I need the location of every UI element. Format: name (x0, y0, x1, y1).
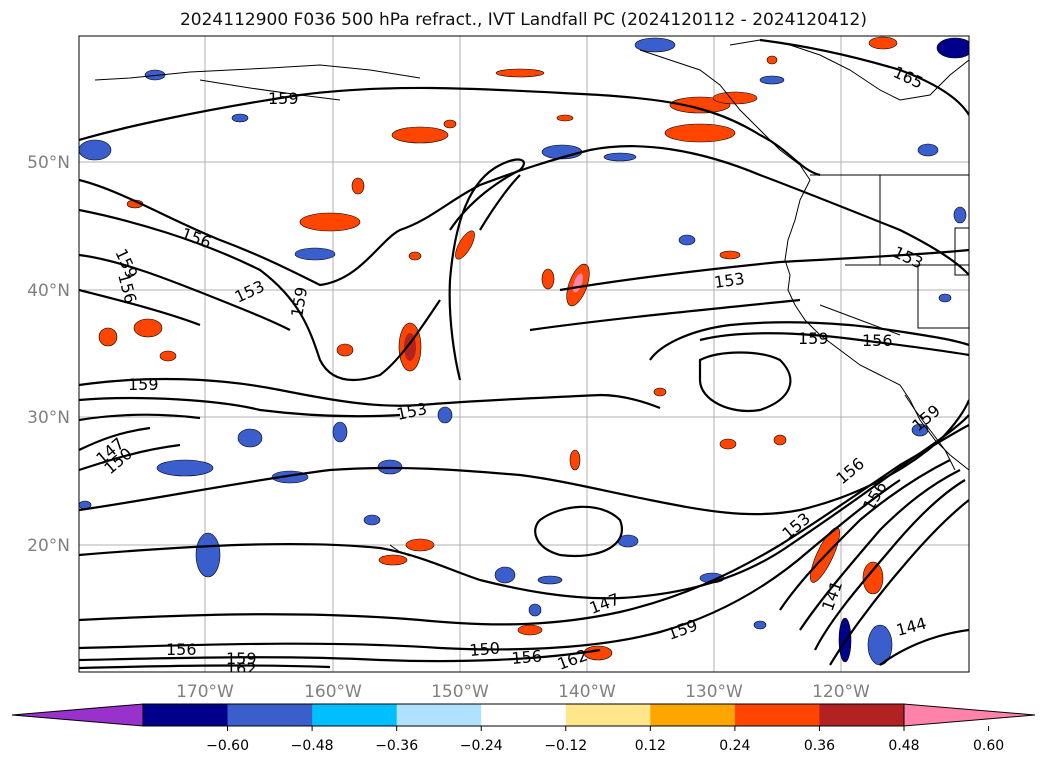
lat-label: 20°N (27, 536, 70, 556)
contour-label: 150 (469, 638, 501, 660)
colorbar-segment (650, 704, 736, 726)
longitude-labels: 170°W 160°W 150°W 140°W 130°W 120°W (176, 682, 870, 702)
colorbar-segment (143, 704, 229, 726)
map-title: 2024112900 F036 500 hPa refract., IVT La… (179, 10, 867, 30)
colorbar-tick-label: 0.24 (719, 738, 750, 754)
colorbar-tick-label: −0.36 (375, 738, 418, 754)
lat-label: 40°N (27, 281, 70, 301)
colorbar-tick-label: 0.48 (888, 738, 919, 754)
contour-label: 159 (798, 329, 829, 348)
latitude-labels: 50°N 40°N 30°N 20°N (27, 153, 70, 556)
lon-label: 170°W (176, 682, 234, 702)
colorbar-segment (312, 704, 398, 726)
colorbar-segment (227, 704, 313, 726)
colorbar: −0.60 −0.48 −0.36 −0.24 −0.12 0.12 0.24 0.36 0.4… (11, 703, 1036, 754)
positive-anomaly-fill (98, 36, 898, 661)
colorbar-tick-label: 0.12 (635, 738, 666, 754)
colorbar-tick-label: 0.60 (973, 738, 1004, 754)
colorbar-extend-high (903, 703, 1036, 727)
colorbar-tick-label: −0.24 (460, 738, 503, 754)
colorbar-tick-label: −0.12 (544, 738, 587, 754)
refractivity-contours (79, 38, 969, 670)
lon-label: 120°W (812, 682, 870, 702)
map-background (79, 36, 969, 672)
colorbar-tick-label: −0.48 (291, 738, 334, 754)
colorbar-segment (565, 704, 651, 726)
lat-label: 50°N (27, 153, 70, 173)
coastlines (94, 39, 969, 557)
map-content: 159 165 156 159 156 153 159 153 159 156 … (79, 36, 969, 678)
negative-anomaly-fill (79, 37, 969, 666)
lon-label: 160°W (304, 682, 362, 702)
contour-label: 162 (226, 659, 257, 678)
colorbar-tick-label: −0.60 (206, 738, 249, 754)
contour-label: 156 (511, 646, 543, 668)
colorbar-segment (819, 704, 905, 726)
lon-label: 150°W (431, 682, 489, 702)
lon-label: 140°W (558, 682, 616, 702)
contour-label: 159 (226, 649, 257, 668)
colorbar-segment (396, 704, 482, 726)
contour-label: 159 (268, 89, 299, 108)
colorbar-segment (734, 704, 820, 726)
colorbar-segment (481, 704, 567, 726)
contour-label: 156 (166, 640, 197, 659)
lat-label: 30°N (27, 408, 70, 428)
colorbar-extend-low (11, 703, 144, 727)
lon-label: 130°W (685, 682, 743, 702)
map-border (78, 35, 970, 673)
contour-label: 153 (713, 269, 746, 292)
colorbar-frame (142, 703, 905, 727)
colorbar-tick-label: 0.36 (804, 738, 835, 754)
contour-label: 156 (862, 331, 893, 350)
contour-label: 159 (128, 375, 159, 394)
